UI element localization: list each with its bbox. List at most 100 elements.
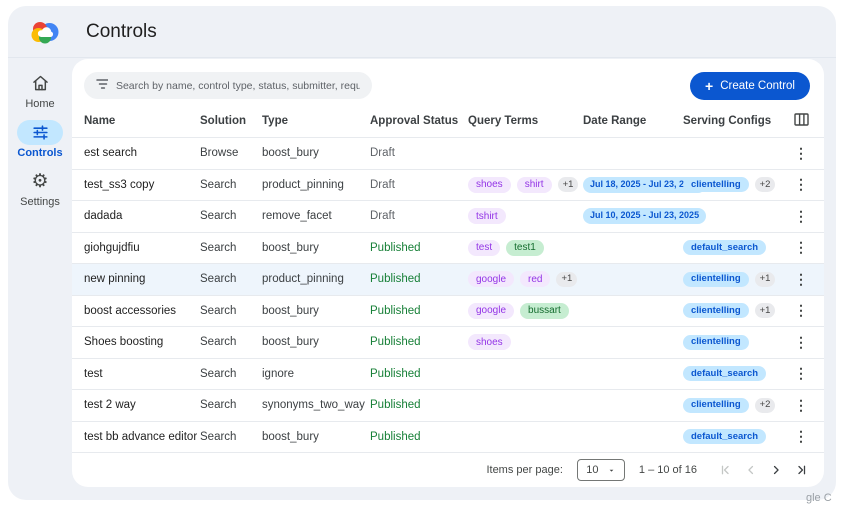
sidebar-item-settings[interactable]: ⚙ Settings xyxy=(17,169,63,208)
cell-serving-configs: clientelling xyxy=(683,334,790,350)
cell-solution: Search xyxy=(200,178,237,191)
cell-query-terms: shoes xyxy=(468,334,583,351)
cell-date-range: Jul 10, 2025 - Jul 23, 2025 xyxy=(583,208,707,225)
column-header-solution: Solution xyxy=(200,114,246,127)
cell-type: ignore xyxy=(262,367,294,380)
table-row[interactable]: boost accessories Search boost_bury Publish… xyxy=(72,294,824,327)
cell-type: boost_bury xyxy=(262,336,319,349)
cell-serving-configs: default_search xyxy=(683,240,790,256)
cell-type: remove_facet xyxy=(262,210,332,223)
cell-approval-status: Published xyxy=(370,304,421,317)
table-row[interactable]: test 2 way Search synonyms_two_way Publishe… xyxy=(72,389,824,421)
serving-config-chip: clientelling xyxy=(683,334,749,350)
google-cloud-logo xyxy=(30,20,60,44)
sidebar-item-label: Controls xyxy=(17,147,63,159)
row-menu-icon[interactable]: ⋮ xyxy=(794,239,808,256)
cell-name: new pinning xyxy=(84,273,146,286)
column-header-name: Name xyxy=(84,114,116,127)
next-page-icon[interactable] xyxy=(765,459,787,481)
search-input[interactable]: Search by name, control type, status, su… xyxy=(84,72,372,99)
toolbar: Search by name, control type, status, su… xyxy=(72,59,824,104)
date-range-chip: Jul 18, 2025 - Jul 23, 2025 xyxy=(583,176,707,193)
cell-query-terms: google bussart xyxy=(468,302,583,319)
cell-name: boost accessories xyxy=(84,304,177,317)
cell-type: boost_bury xyxy=(262,147,319,160)
cell-serving-configs: clientelling +2 xyxy=(683,177,790,193)
pagination-bar: Items per page: 10 1 – 10 of 16 xyxy=(72,452,824,487)
sidebar: Home Controls ⚙ Settings xyxy=(8,58,72,499)
serving-config-chip: default_search xyxy=(683,240,767,256)
table-row[interactable]: dadada Search remove_facet Draft tshirt Jul 1… xyxy=(72,200,824,232)
cell-type: boost_bury xyxy=(262,241,319,254)
query-term-chip: test1 xyxy=(506,239,544,256)
serving-config-chip: clientelling xyxy=(683,271,749,287)
serving-config-chip: default_search xyxy=(683,429,767,445)
cell-solution: Search xyxy=(200,430,237,443)
caret-down-icon xyxy=(609,469,613,472)
table-row[interactable]: giohgujdfiu Search boost_bury Published test… xyxy=(72,231,824,264)
row-menu-icon[interactable]: ⋮ xyxy=(794,333,808,350)
row-menu-icon[interactable]: ⋮ xyxy=(794,270,808,287)
cell-name: giohgujdfiu xyxy=(84,241,140,254)
app-header: Controls xyxy=(8,6,836,58)
table-row[interactable]: test bb advance editor Search boost_bury Pu… xyxy=(72,420,824,453)
cell-serving-configs: default_search xyxy=(683,429,790,445)
row-menu-icon[interactable]: ⋮ xyxy=(794,302,808,319)
cell-name: Shoes boosting xyxy=(84,336,164,349)
cell-name: test bb advance editor xyxy=(84,430,198,443)
cell-solution: Search xyxy=(200,336,237,349)
cell-serving-configs: clientelling +1 xyxy=(683,303,790,319)
cell-solution: Search xyxy=(200,399,237,412)
cell-type: boost_bury xyxy=(262,430,319,443)
manage-columns-icon[interactable] xyxy=(793,112,809,126)
cell-serving-configs: clientelling +1 xyxy=(683,271,790,287)
cell-type: boost_bury xyxy=(262,304,319,317)
sidebar-item-home[interactable]: Home xyxy=(17,71,63,110)
sidebar-item-controls[interactable]: Controls xyxy=(17,120,63,159)
table-row[interactable]: test_ss3 copy Search product_pinning Draft s… xyxy=(72,168,824,201)
table-row[interactable]: test Search ignore Published default_search ⋮ xyxy=(72,357,824,390)
cell-solution: Search xyxy=(200,241,237,254)
first-page-icon[interactable] xyxy=(715,459,737,481)
serving-extra-chip: +2 xyxy=(754,177,776,193)
page-title: Controls xyxy=(86,20,157,42)
row-menu-icon[interactable]: ⋮ xyxy=(794,396,808,413)
query-term-chip: google xyxy=(468,302,515,319)
table-row[interactable]: new pinning Search product_pinning Publishe… xyxy=(72,263,824,295)
row-menu-icon[interactable]: ⋮ xyxy=(794,365,808,382)
last-page-icon[interactable] xyxy=(790,459,812,481)
row-menu-icon[interactable]: ⋮ xyxy=(794,207,808,224)
previous-page-icon[interactable] xyxy=(740,459,762,481)
cell-type: product_pinning xyxy=(262,273,344,286)
table-row[interactable]: est search Browse boost_bury Draft ⋮ xyxy=(72,137,824,169)
home-icon xyxy=(17,71,63,96)
row-menu-icon[interactable]: ⋮ xyxy=(794,176,808,193)
serving-config-chip: clientelling xyxy=(683,397,749,413)
create-control-button[interactable]: + Create Control xyxy=(690,71,810,100)
cell-approval-status: Draft xyxy=(370,178,395,191)
column-header-date-range: Date Range xyxy=(583,114,647,127)
query-term-chip: bussart xyxy=(520,302,569,319)
table-row[interactable]: Shoes boosting Search boost_bury Published s… xyxy=(72,326,824,358)
cell-serving-configs: clientelling +2 xyxy=(683,397,790,413)
items-per-page-select[interactable]: 10 xyxy=(576,459,625,481)
query-term-chip: tshirt xyxy=(468,208,506,225)
column-header-serving-configs: Serving Configs xyxy=(683,114,772,127)
cell-solution: Search xyxy=(200,210,237,223)
table-body: est search Browse boost_bury Draft ⋮ test_ss3… xyxy=(72,137,824,452)
row-menu-icon[interactable]: ⋮ xyxy=(794,144,808,161)
page-watermark: gle C xyxy=(806,492,832,504)
cell-approval-status: Published xyxy=(370,367,421,380)
cell-solution: Search xyxy=(200,367,237,380)
cell-query-terms: shoes shirt +1 xyxy=(468,176,583,193)
gear-icon: ⚙ xyxy=(31,171,49,192)
cell-approval-status: Published xyxy=(370,241,421,254)
cell-solution: Search xyxy=(200,304,237,317)
cell-type: synonyms_two_way xyxy=(262,399,365,412)
cell-approval-status: Published xyxy=(370,336,421,349)
cell-approval-status: Published xyxy=(370,430,421,443)
cell-name: test_ss3 copy xyxy=(84,178,155,191)
row-menu-icon[interactable]: ⋮ xyxy=(794,428,808,445)
cell-name: test 2 way xyxy=(84,399,136,412)
cell-approval-status: Published xyxy=(370,399,421,412)
